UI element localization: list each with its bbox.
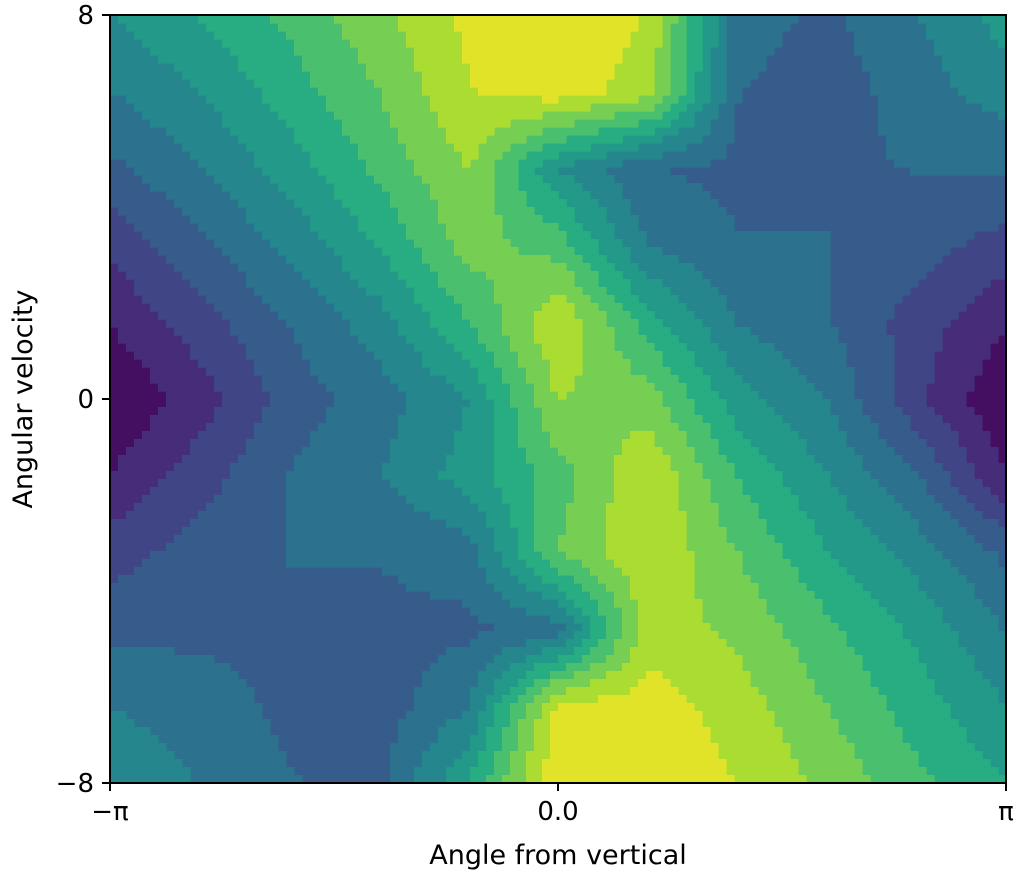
y-tick-label: 8 [77, 1, 94, 31]
contour-band-level-10 [398, 15, 807, 783]
x-tick-label: 0.0 [537, 797, 578, 827]
x-tick-label: π [998, 797, 1014, 827]
contour-band-level-3 [110, 15, 1006, 783]
x-tick-label: −π [91, 797, 128, 827]
contour-field [110, 15, 1006, 783]
y-tick-label: 0 [77, 385, 94, 415]
contour-band-level-8 [270, 15, 935, 783]
x-axis-label: Angle from vertical [429, 840, 687, 871]
y-tick-label: −8 [56, 769, 94, 799]
contour-band-level-9 [334, 15, 871, 783]
x-axis: −π 0.0 π [91, 783, 1014, 827]
y-axis: −8 0 8 [56, 1, 110, 799]
contour-band-level-7 [198, 15, 1006, 783]
contour-band-level-11 [454, 15, 735, 783]
contour-band-level-6 [118, 15, 1006, 783]
y-axis-label: Angular velocity [8, 289, 39, 508]
